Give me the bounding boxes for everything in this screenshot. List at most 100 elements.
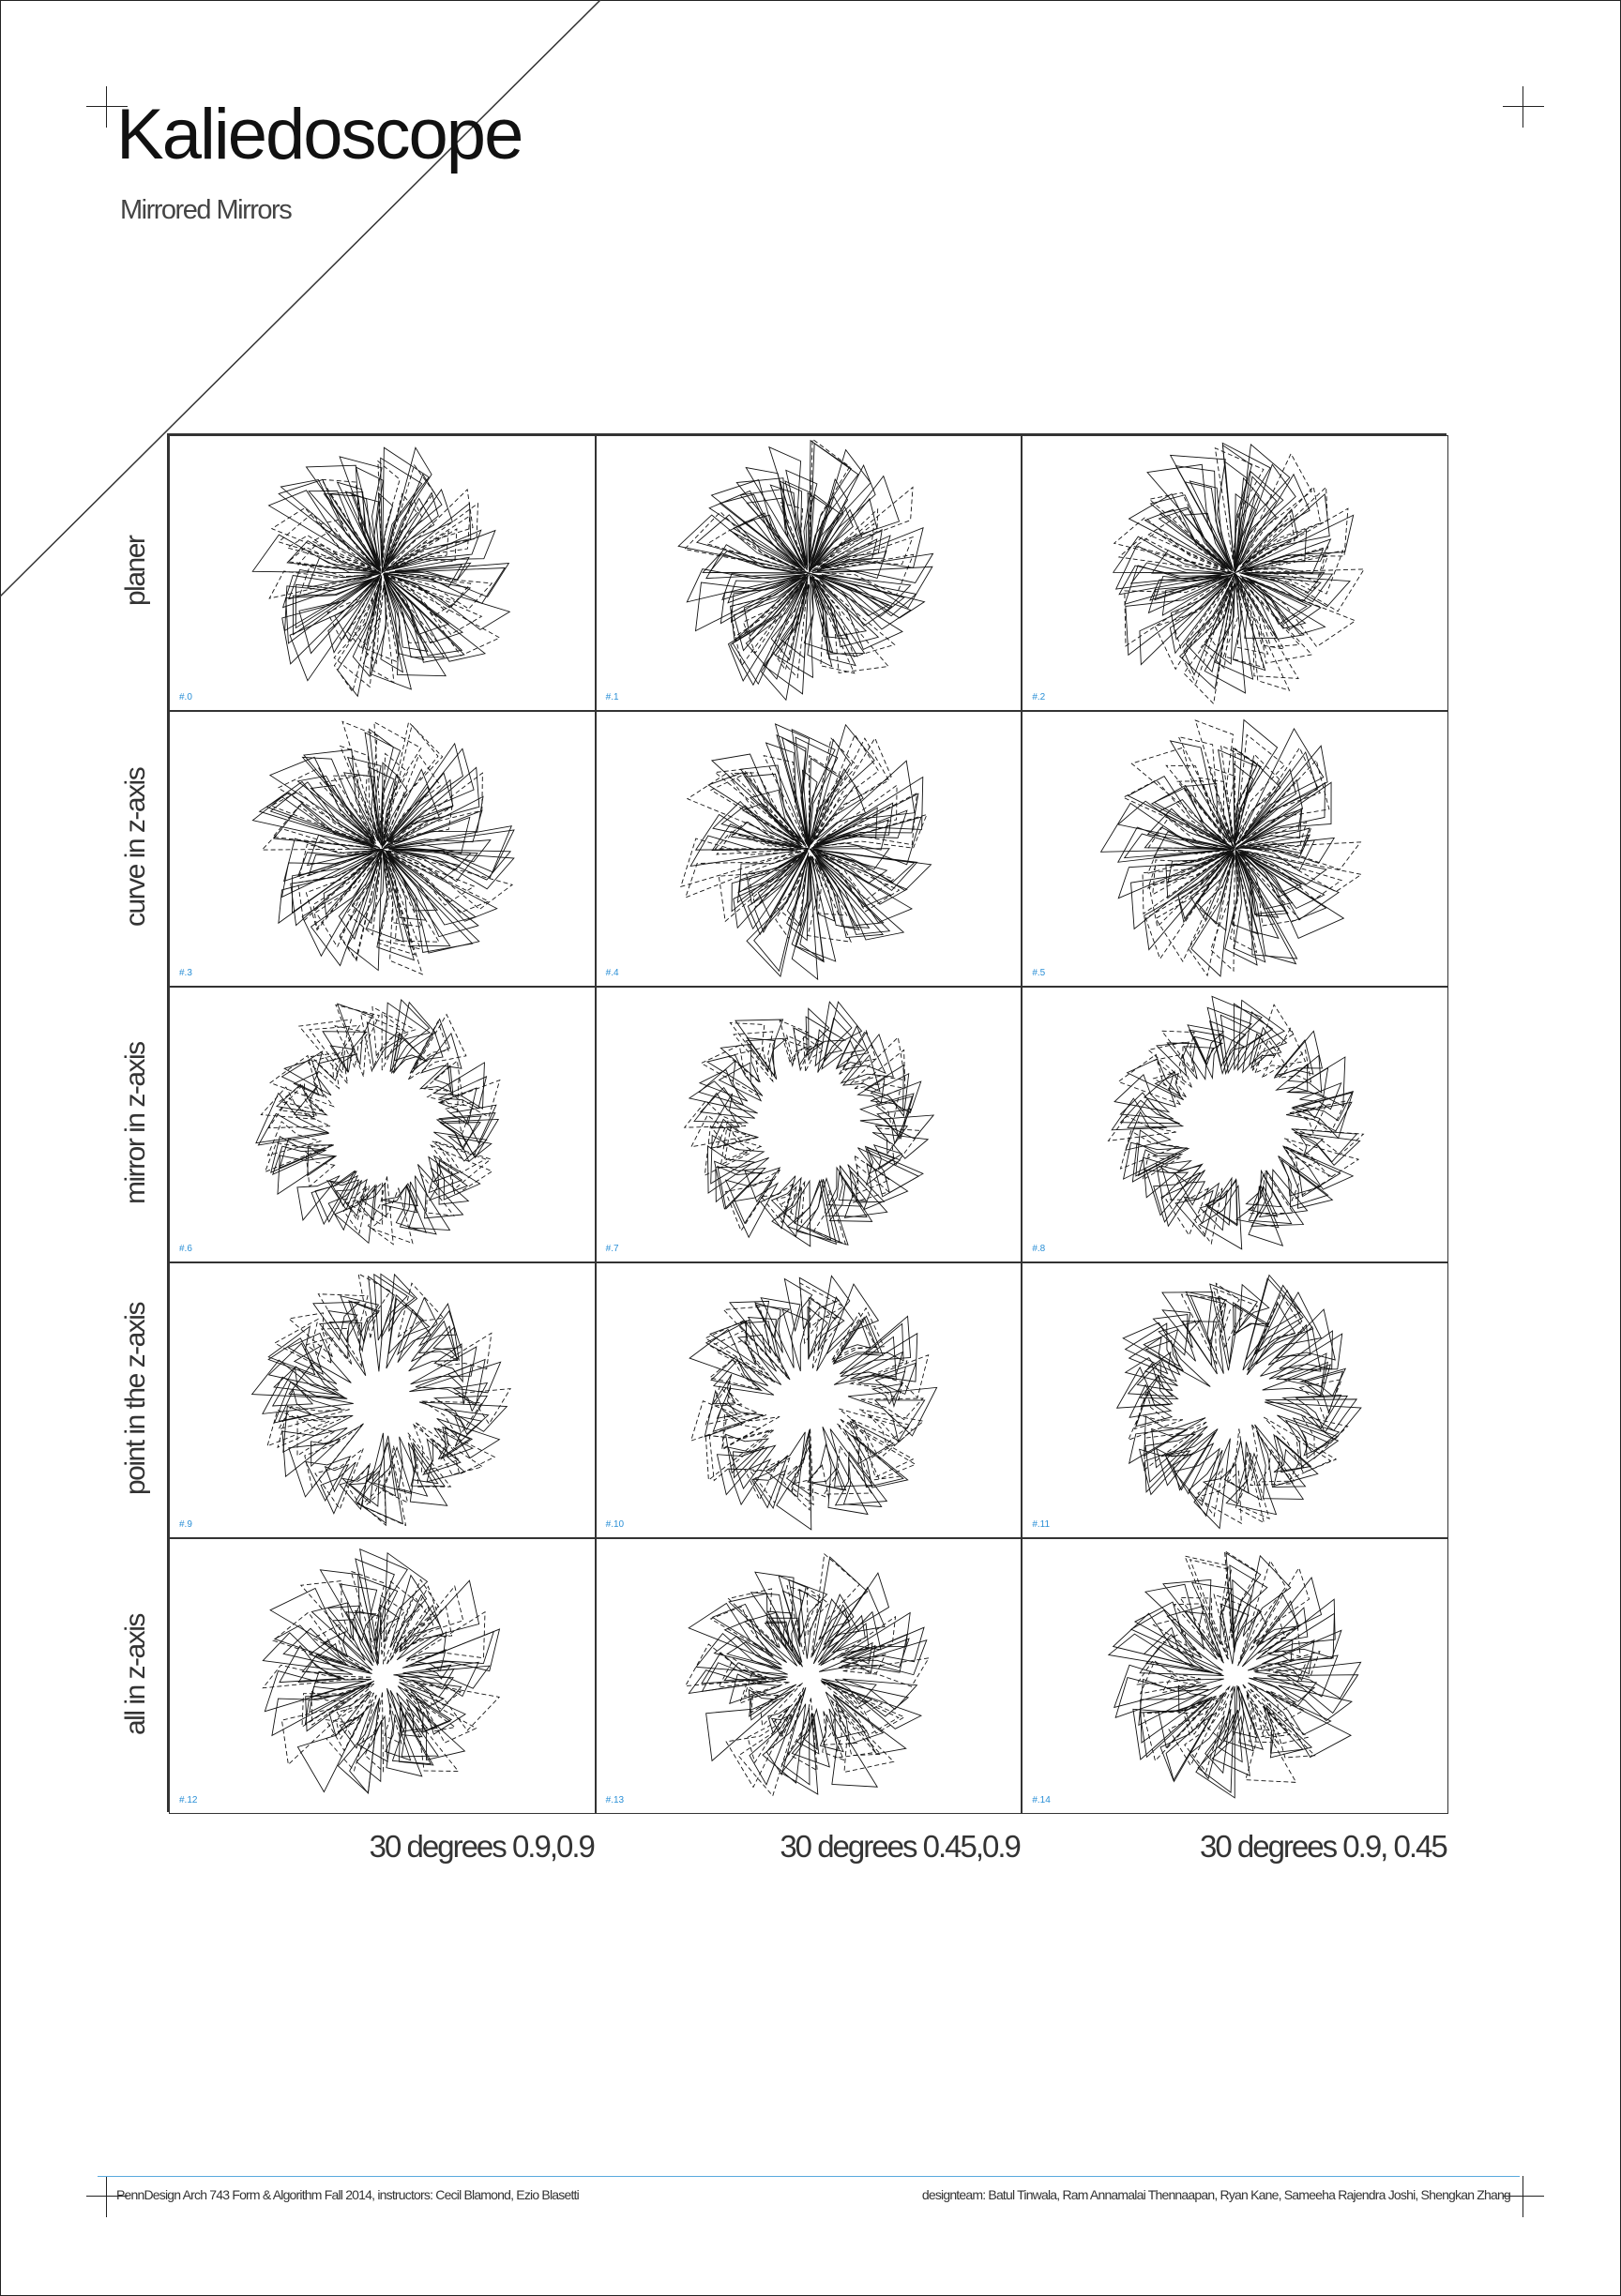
kaleidoscope-stroke xyxy=(1140,1684,1223,1744)
kaleidoscope-stroke xyxy=(1124,565,1223,605)
kaleidoscope-stroke xyxy=(1207,1177,1238,1227)
cell-number: #.5 xyxy=(1032,968,1046,978)
kaleidoscope-stroke xyxy=(1152,1314,1197,1362)
kaleidoscope-stroke xyxy=(296,1711,365,1793)
kaleidoscope-stroke xyxy=(388,848,512,881)
kaleidoscope-stroke xyxy=(765,1431,806,1499)
kaleidoscope-stroke xyxy=(273,1624,344,1664)
kaleidoscope-stroke xyxy=(386,577,465,663)
kaleidoscope-stroke xyxy=(1247,550,1344,595)
kaleidoscope-stroke xyxy=(320,1327,353,1365)
kaleidoscope-stroke xyxy=(1130,849,1235,930)
kaleidoscope-stroke xyxy=(355,1558,395,1652)
kaleidoscope-stroke xyxy=(336,1003,373,1065)
kaleidoscope-stroke xyxy=(826,1283,879,1354)
kaleidoscope-stroke xyxy=(428,1163,469,1201)
kaleidoscope-stroke xyxy=(759,1682,803,1728)
kaleidoscope-stroke xyxy=(395,829,515,873)
kaleidoscope-stroke xyxy=(1162,1630,1195,1658)
kaleidoscope-stroke xyxy=(308,1640,370,1673)
kaleidoscope-stroke xyxy=(412,1423,460,1473)
kaleidoscope-stroke xyxy=(287,1332,352,1383)
kaleidoscope-stroke xyxy=(1193,1187,1223,1246)
kaleidoscope-stroke xyxy=(791,1464,829,1500)
kaleidoscope-stroke xyxy=(1161,1675,1197,1694)
kaleidoscope-stroke xyxy=(311,527,372,569)
kaleidoscope-stroke xyxy=(1233,582,1266,672)
kaleidoscope-stroke xyxy=(1235,574,1300,679)
kaleidoscope-stroke xyxy=(368,1276,395,1372)
kaleidoscope-stroke xyxy=(840,1418,917,1480)
kaleidoscope-stroke xyxy=(1242,1011,1288,1074)
kaleidoscope-stroke xyxy=(798,1282,844,1345)
kaleidoscope-stroke xyxy=(819,574,917,617)
kaleidoscope-stroke xyxy=(817,1275,851,1352)
kaleidoscope-stroke xyxy=(422,1439,462,1476)
kaleidoscope-pattern xyxy=(255,998,501,1246)
kaleidoscope-stroke xyxy=(1299,1081,1342,1110)
kaleidoscope-stroke xyxy=(1119,1092,1174,1120)
kaleidoscope-stroke xyxy=(1181,1321,1218,1367)
kaleidoscope-stroke xyxy=(1250,1424,1295,1487)
kaleidoscope-stroke xyxy=(277,767,375,845)
kaleidoscope-stroke xyxy=(297,1661,345,1683)
kaleidoscope-pattern xyxy=(688,1275,938,1531)
kaleidoscope-stroke xyxy=(841,1031,886,1074)
kaleidoscope-stroke xyxy=(1247,1284,1314,1371)
kaleidoscope-stroke xyxy=(874,1354,929,1398)
kaleidoscope-stroke xyxy=(390,529,496,570)
kaleidoscope-stroke xyxy=(1173,582,1229,651)
kaleidoscope-stroke xyxy=(729,822,810,850)
kaleidoscope-stroke xyxy=(1235,848,1328,885)
kaleidoscope-stroke xyxy=(357,1273,391,1338)
kaleidoscope-stroke xyxy=(389,998,431,1072)
kaleidoscope-stroke xyxy=(816,550,887,580)
kaleidoscope-stroke xyxy=(1233,747,1262,847)
kaleidoscope-stroke xyxy=(829,1428,873,1488)
kaleidoscope-stroke xyxy=(1240,514,1355,571)
kaleidoscope-stroke xyxy=(862,1162,909,1211)
kaleidoscope-stroke xyxy=(783,1277,813,1332)
kaleidoscope-stroke xyxy=(730,772,805,845)
kaleidoscope-stroke xyxy=(1191,1581,1234,1645)
kaleidoscope-stroke xyxy=(1117,850,1232,899)
kaleidoscope-stroke xyxy=(257,1112,329,1146)
pattern-cell: #.5 xyxy=(1022,711,1448,987)
kaleidoscope-stroke xyxy=(381,1445,409,1503)
kaleidoscope-stroke xyxy=(279,1081,318,1116)
kaleidoscope-stroke xyxy=(718,854,802,923)
kaleidoscope-stroke xyxy=(711,1603,787,1663)
kaleidoscope-stroke xyxy=(810,850,885,927)
kaleidoscope-stroke xyxy=(1246,1694,1279,1744)
kaleidoscope-stroke xyxy=(814,858,860,930)
kaleidoscope-stroke xyxy=(785,1035,812,1063)
kaleidoscope-stroke xyxy=(1118,565,1222,596)
kaleidoscope-stroke xyxy=(1288,1165,1334,1209)
kaleidoscope-stroke xyxy=(376,849,416,961)
kaleidoscope-stroke xyxy=(1203,1685,1235,1744)
kaleidoscope-stroke xyxy=(710,1093,740,1129)
kaleidoscope-stroke xyxy=(380,457,423,567)
kaleidoscope-stroke xyxy=(1235,444,1291,564)
kaleidoscope-stroke xyxy=(808,506,854,573)
kaleidoscope-stroke xyxy=(296,1175,341,1221)
kaleidoscope-stroke xyxy=(388,489,453,565)
kaleidoscope-stroke xyxy=(843,1169,888,1218)
kaleidoscope-stroke xyxy=(1227,1428,1250,1495)
kaleidoscope-stroke xyxy=(1241,577,1307,629)
kaleidoscope-stroke xyxy=(1254,1424,1307,1488)
kaleidoscope-stroke xyxy=(1182,574,1235,685)
kaleidoscope-stroke xyxy=(1239,1608,1267,1664)
kaleidoscope-stroke xyxy=(1240,781,1332,846)
kaleidoscope-stroke xyxy=(847,1386,938,1437)
kaleidoscope-stroke xyxy=(384,573,501,657)
kaleidoscope-stroke xyxy=(437,1332,492,1370)
kaleidoscope-stroke xyxy=(385,578,429,652)
kaleidoscope-stroke xyxy=(802,1035,824,1073)
kaleidoscope-pattern xyxy=(262,1548,501,1794)
kaleidoscope-stroke xyxy=(1168,1685,1231,1767)
kaleidoscope-stroke xyxy=(1275,1308,1337,1361)
kaleidoscope-stroke xyxy=(365,857,404,943)
kaleidoscope-stroke xyxy=(732,512,799,568)
cell-number: #.0 xyxy=(179,692,192,702)
